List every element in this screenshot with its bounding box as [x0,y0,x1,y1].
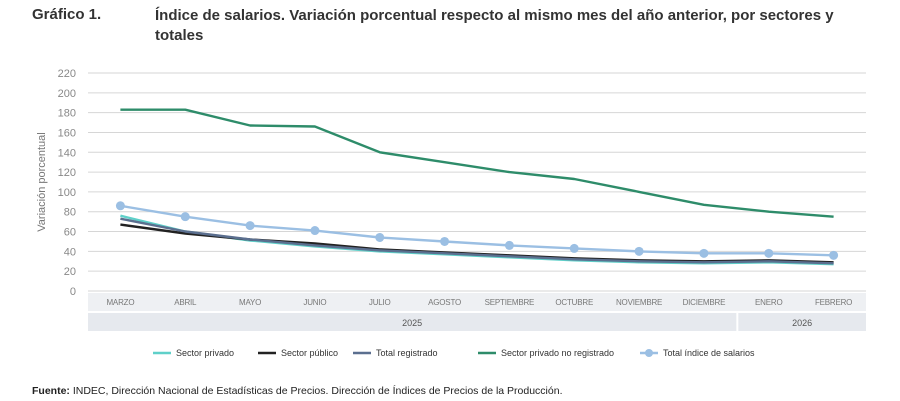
series-lines [115,108,839,266]
x-tick-label: OCTUBRE [555,298,593,307]
y-tick-label: 200 [58,88,76,100]
data-point [180,212,190,222]
legend-marker [645,349,653,357]
data-point [310,226,320,236]
chart-title: Índice de salarios. Variación porcentual… [155,7,834,44]
data-point [375,232,385,242]
data-point [569,243,579,253]
x-tick-label: NOVIEMBRE [616,298,662,307]
data-point [245,221,255,231]
data-point [115,201,125,211]
y-tick-label: 100 [58,187,76,199]
data-point [764,248,774,258]
x-tick-label: ENERO [755,298,782,307]
y-tick-label: 20 [64,266,76,278]
data-point [829,250,839,260]
x-tick-label: JULIO [369,298,391,307]
data-point [699,248,709,258]
y-tick-label: 180 [58,108,76,120]
legend: Sector privado Sector público Total regist… [153,348,755,358]
data-point [440,236,450,246]
source-label: Fuente: [32,385,70,397]
x-tick-label: FEBRERO [815,298,852,307]
series-line [120,204,834,257]
y-axis-label: Variación porcentual [36,132,48,231]
y-tick-label: 40 [64,246,76,258]
y-tick-label: 0 [70,286,76,298]
year-band [88,313,737,331]
x-axis-bands: 2025 2026 [88,293,866,331]
figure-number: Gráfico 1. [32,6,102,23]
y-tick-label: 220 [58,68,76,80]
year-label: 2025 [402,318,422,328]
x-tick-label: MAYO [239,298,261,307]
x-tick-label: AGOSTO [428,298,461,307]
legend-label: Sector público [281,348,338,358]
x-tick-label: ABRIL [174,298,197,307]
y-tick-label: 80 [64,207,76,219]
y-tick-label: 60 [64,227,76,239]
legend-label: Total registrado [376,348,438,358]
year-band [738,313,866,331]
x-tick-label: DICIEMBRE [683,298,726,307]
year-label: 2026 [792,318,812,328]
category-band [88,293,866,311]
series-line [120,217,834,265]
y-tick-label: 120 [58,167,76,179]
y-axis-ticks: 0 20 40 60 80 100 120 140 160 180 200 220 [58,68,76,298]
grid-lines [88,72,866,292]
x-tick-label: JUNIO [303,298,326,307]
y-tick-label: 140 [58,147,76,159]
source-text: INDEC, Dirección Nacional de Estadística… [69,385,563,397]
legend-label: Sector privado [176,348,234,358]
data-point [634,246,644,256]
x-axis-categories: MARZO ABRIL MAYO JUNIO JULIO AGOSTO SEPTIEMBRE… [106,298,852,307]
series-line [120,108,834,218]
legend-label: Total índice de salarios [663,348,755,358]
data-point [504,240,514,250]
x-tick-label: MARZO [106,298,134,307]
legend-label: Sector privado no registrado [501,348,614,358]
source-note: Fuente: INDEC, Dirección Nacional de Est… [32,385,562,397]
x-tick-label: SEPTIEMBRE [485,298,535,307]
y-tick-label: 160 [58,127,76,139]
